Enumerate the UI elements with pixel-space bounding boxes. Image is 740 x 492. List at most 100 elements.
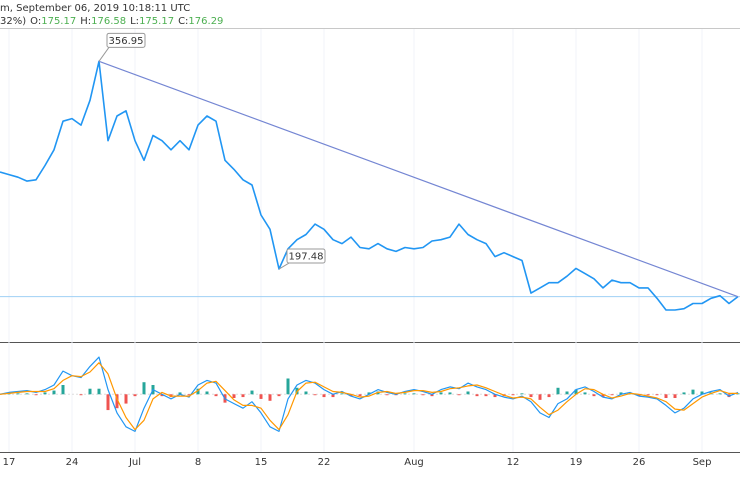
histogram-bar <box>196 388 200 395</box>
header-line2-text: 32%) O:175.17 H:176.58 L:175.17 C:176.29 <box>0 16 223 27</box>
histogram-bar <box>538 394 542 400</box>
histogram-bar <box>601 394 605 398</box>
histogram-bar <box>61 385 65 395</box>
histogram-bar <box>511 394 515 396</box>
x-tick-label: 15 <box>255 457 268 468</box>
histogram-bar <box>88 388 92 395</box>
histogram-bar <box>484 394 488 397</box>
histogram-bar <box>214 394 218 397</box>
histogram-bar <box>115 394 119 409</box>
histogram-bar <box>358 394 362 397</box>
ohlc-label: H: <box>80 16 91 27</box>
histogram-bar <box>160 394 164 397</box>
histogram-bar <box>268 394 272 401</box>
histogram-bar <box>655 394 659 396</box>
x-tick-label: Sep <box>693 457 712 468</box>
histogram-bar <box>412 393 416 395</box>
x-tick-label: 12 <box>507 457 520 468</box>
x-tick-label: 19 <box>570 457 583 468</box>
histogram-bar <box>16 393 20 395</box>
trendline <box>98 60 739 298</box>
histogram-bar <box>673 394 677 398</box>
label-box <box>106 32 146 48</box>
histogram-bar <box>241 394 245 398</box>
histogram-bar <box>385 394 389 396</box>
histogram-bar <box>97 388 101 395</box>
histogram-bar <box>691 389 695 395</box>
histogram-bar <box>367 392 371 395</box>
histogram-bar <box>430 394 434 397</box>
histogram-bar <box>466 391 470 395</box>
ohlc-value: 176.58 <box>91 16 126 27</box>
x-tick-label: 22 <box>318 457 331 468</box>
histogram-bar <box>25 393 29 395</box>
histogram-bar <box>124 394 128 404</box>
ohlc-value: 175.17 <box>41 16 76 27</box>
histogram-bar <box>142 382 146 395</box>
histogram-bar <box>259 394 263 399</box>
histogram-bar <box>250 390 254 395</box>
x-tick-label: 8 <box>195 457 201 468</box>
histogram-bar <box>457 394 461 396</box>
ohlc-label: C: <box>178 16 188 27</box>
x-tick-label: Aug <box>404 457 424 468</box>
value-label: 356.95 <box>109 36 144 47</box>
histogram-bar <box>205 391 209 395</box>
histogram-bar <box>43 392 47 395</box>
histogram-bar <box>610 394 614 396</box>
histogram-bar <box>277 394 281 397</box>
price-line <box>0 60 739 311</box>
histogram-bar <box>331 394 335 398</box>
histogram-bar <box>133 394 137 397</box>
histogram-bar <box>286 378 290 395</box>
x-tick-label: Jul <box>128 457 141 468</box>
histogram-bar <box>664 394 668 398</box>
histogram-bar <box>79 394 83 396</box>
histogram-bar <box>529 394 533 398</box>
ohlc-value: 175.17 <box>139 16 174 27</box>
histogram-bar <box>439 392 443 395</box>
ohlc-label: L: <box>130 16 139 27</box>
change-percent: 32%) <box>0 16 26 27</box>
ohlc-value: 176.29 <box>188 16 223 27</box>
histogram-bar <box>322 394 326 398</box>
histogram-bar <box>421 394 425 396</box>
histogram-bar <box>682 392 686 395</box>
histogram-bar <box>178 392 182 395</box>
histogram-bar <box>547 394 551 398</box>
value-label: 197.48 <box>289 252 324 263</box>
histogram-bar <box>304 391 308 395</box>
histogram-bar <box>565 391 569 395</box>
header-line2: 32%) O:175.17 H:176.58 L:175.17 C:176.29 <box>0 16 223 27</box>
histogram-bar <box>475 394 479 397</box>
label-leader <box>98 47 110 62</box>
label-box <box>286 248 326 264</box>
histogram-bar <box>574 389 578 395</box>
histogram-bar <box>637 394 641 397</box>
histogram-bar <box>52 390 56 395</box>
histogram-bar <box>592 394 596 397</box>
histogram-bar <box>700 391 704 395</box>
histogram-bar <box>187 394 191 396</box>
header-line1: m, September 06, 2019 10:18:11 UTC <box>0 3 190 14</box>
histogram-bar <box>619 392 623 395</box>
ohlc-label: O: <box>30 16 41 27</box>
histogram-bar <box>718 393 722 395</box>
histogram-bar <box>493 394 497 398</box>
histogram-bar <box>106 394 110 411</box>
histogram-bar <box>340 393 344 395</box>
histogram-bar <box>583 392 587 395</box>
x-tick-label: 24 <box>66 457 79 468</box>
histogram-bar <box>556 387 560 395</box>
histogram-bar <box>313 394 317 396</box>
signal-line <box>0 362 738 431</box>
histogram-bar <box>520 393 524 395</box>
histogram-bar <box>403 393 407 395</box>
x-tick-label: 17 <box>3 457 16 468</box>
label-leader <box>278 262 290 270</box>
histogram-bar <box>448 392 452 395</box>
x-tick-label: 26 <box>633 457 646 468</box>
histogram-bar <box>232 394 236 398</box>
